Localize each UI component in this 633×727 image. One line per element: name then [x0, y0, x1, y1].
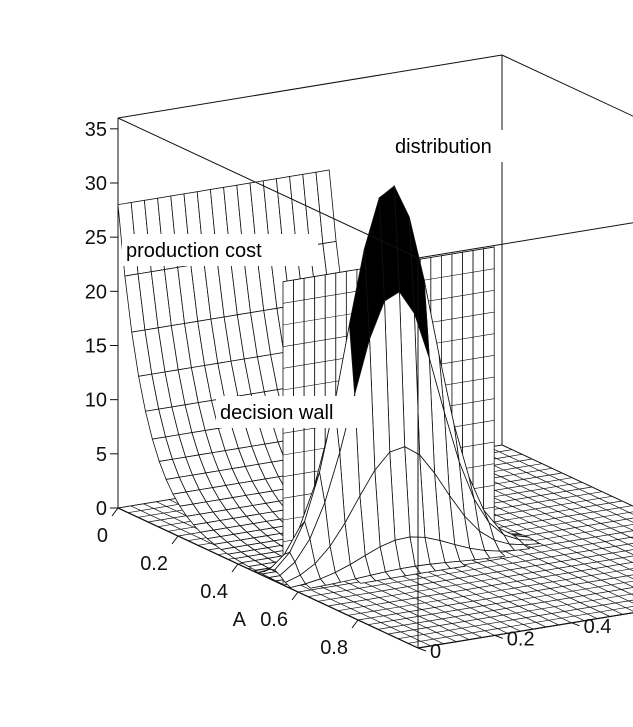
box-edge: [417, 612, 633, 649]
i-tick: [417, 647, 427, 652]
z-tick-label: 35: [85, 119, 107, 141]
box-edge: [117, 507, 419, 649]
base-grid-line: [501, 444, 633, 507]
distribution-cell: [304, 578, 327, 589]
i-tick: [494, 634, 503, 639]
a-tick-label: 0: [97, 525, 108, 547]
base-grid-line: [377, 587, 633, 630]
a-tick: [231, 563, 239, 573]
i-tick-label: 0.2: [507, 628, 535, 650]
base-grid-line: [463, 450, 633, 531]
z-tick-label: 25: [85, 227, 107, 249]
z-tick-label: 5: [96, 444, 107, 466]
base-grid-line: [489, 446, 633, 515]
distribution-surface: [253, 184, 541, 589]
z-tick-label: 15: [85, 336, 107, 358]
box-edge: [117, 54, 503, 119]
a-tick: [351, 619, 359, 629]
z-tick-label: 0: [96, 498, 107, 520]
a-tick-label: 0.6: [260, 609, 288, 631]
a-tick-label: 0.8: [320, 637, 348, 659]
box-edge: [117, 117, 419, 259]
axes: 0510152025303500.20.40.60.8A00.20.40.60.…: [85, 119, 612, 663]
i-tick-label: 0: [430, 641, 441, 663]
i-tick: [571, 622, 580, 627]
box-edge: [501, 54, 633, 117]
a-axis-title: A: [233, 609, 247, 631]
box-edge: [417, 222, 633, 259]
base-grid-line: [387, 593, 633, 635]
i-tick-label: 0.4: [584, 616, 612, 638]
a-tick: [291, 591, 299, 601]
base-grid-line: [407, 606, 633, 644]
a-tick-label: 0.2: [140, 553, 168, 575]
bounding-box-front: [117, 117, 633, 649]
annotation-distribution: distribution: [392, 130, 526, 162]
z-tick-label: 30: [85, 173, 107, 195]
a-tick: [171, 535, 179, 545]
base-grid-line: [397, 599, 633, 640]
distribution-cell: [354, 574, 377, 584]
annotation-production-cost: production cost: [122, 234, 318, 266]
base-grid-line: [327, 555, 633, 607]
z-tick-label: 10: [85, 390, 107, 412]
annotation-decision-wall-label: decision wall: [220, 402, 333, 424]
base-grid-line: [337, 561, 633, 612]
annotation-distribution-label: distribution: [395, 136, 492, 158]
base-grid-line: [367, 580, 633, 626]
base-grid-line: [357, 574, 633, 621]
a-tick-label: 0.4: [200, 581, 228, 603]
base-grid-line: [476, 448, 633, 523]
annotation-decision-wall: decision wall: [216, 396, 370, 428]
z-tick-label: 20: [85, 281, 107, 303]
a-tick: [111, 507, 119, 517]
distribution-cell: [284, 574, 307, 588]
annotation-production-cost-label: production cost: [126, 240, 262, 262]
base-grid-line: [450, 453, 633, 539]
base-grid-line: [347, 568, 633, 616]
base-grid-line: [317, 549, 633, 602]
